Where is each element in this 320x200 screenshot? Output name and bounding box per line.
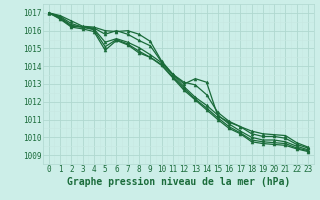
X-axis label: Graphe pression niveau de la mer (hPa): Graphe pression niveau de la mer (hPa) xyxy=(67,177,290,187)
